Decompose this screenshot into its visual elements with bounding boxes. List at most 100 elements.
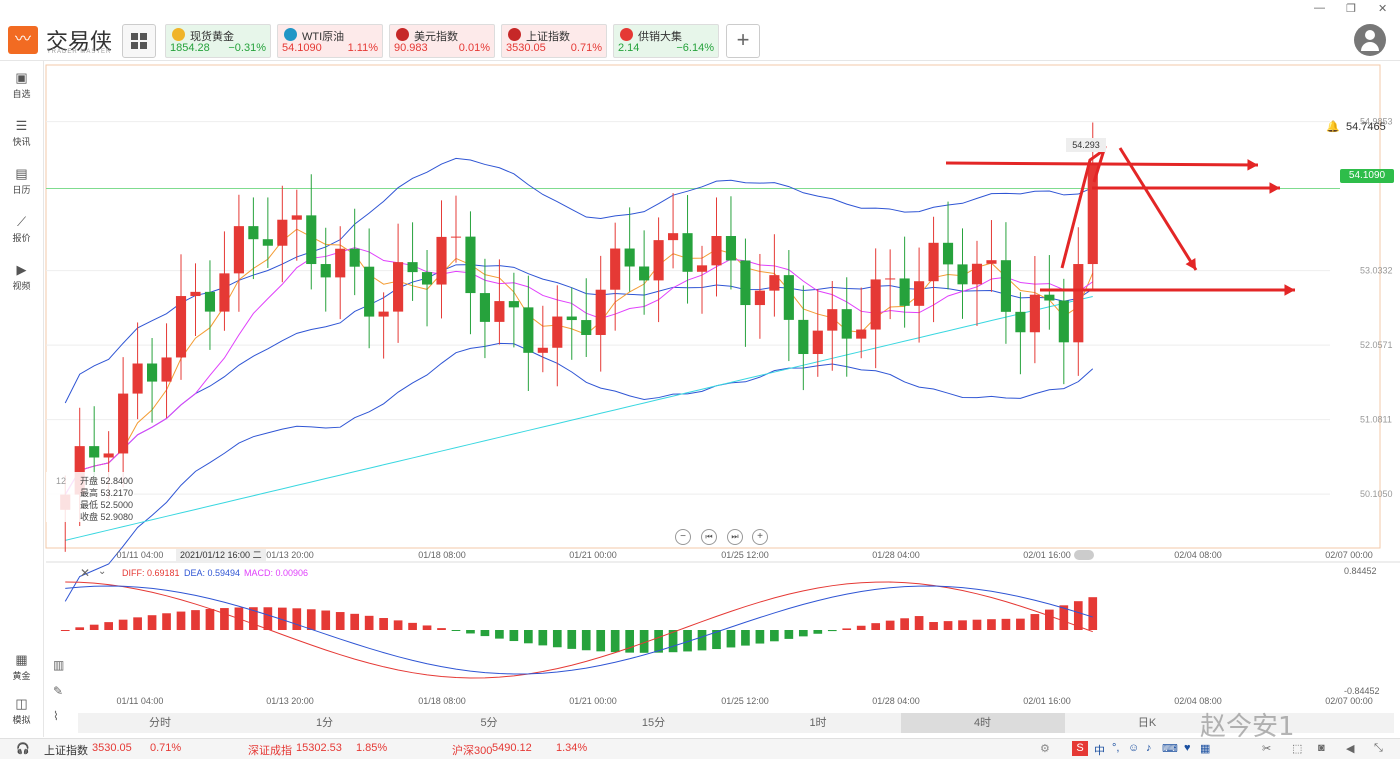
ticker-2[interactable]: 美元指数 90.983 0.01% [389, 24, 495, 58]
pen-tool-icon[interactable]: ✎ [53, 684, 64, 698]
macd-bar [147, 615, 157, 630]
macd-top-label: 0.84452 [1344, 566, 1377, 576]
user-avatar[interactable] [1354, 24, 1386, 56]
status-index-3-value: 5490.12 [492, 742, 532, 754]
ticker-name: WTI原油 [302, 31, 345, 43]
close-icon[interactable]: ✕ [1378, 3, 1388, 15]
ticker-change: 1.11% [347, 42, 378, 54]
candle-body [494, 301, 505, 322]
timeframe-tab[interactable]: 1分 [315, 717, 334, 729]
sidebar-bottom-item-0[interactable]: ▦ 黄金 [0, 649, 43, 689]
ticker-name: 美元指数 [414, 31, 458, 43]
ticker-3[interactable]: 上证指数 3530.05 0.71% [501, 24, 607, 58]
mute-icon[interactable]: ◀ [1346, 743, 1355, 755]
macd-bar [856, 625, 866, 630]
macd-diff: DIFF: 0.69181 [122, 568, 180, 578]
macd-dea: DEA: 0.59494 [184, 568, 241, 578]
macd-bar [987, 619, 996, 630]
bell-icon[interactable]: 🔔 [1326, 121, 1340, 133]
status-index-3-name[interactable]: 沪深300 [452, 745, 493, 757]
status-index-2-name[interactable]: 深证成指 [248, 745, 292, 757]
candle-body [479, 293, 490, 322]
price-axis-label: 53.0332 [1360, 266, 1393, 276]
camera-icon[interactable]: ◙ [1318, 742, 1325, 754]
sidebar-item-label: 快讯 [12, 137, 31, 147]
ime-mode[interactable]: 中 [1094, 745, 1105, 757]
sidebar-item-label: 报价 [12, 233, 31, 243]
crosshair-time: 2021/01/12 16:00 二 [176, 549, 266, 562]
symbol-dropdown-icon[interactable]: ▼ [153, 70, 163, 81]
macd-bar [885, 620, 895, 630]
timeframe-tab[interactable]: 5分 [480, 717, 498, 729]
prev-icon[interactable]: ⏮ [701, 529, 717, 545]
status-index-1-name[interactable]: 上证指数 [44, 745, 88, 757]
toolbox-icon[interactable]: ▦ [1200, 743, 1211, 755]
close-chart-icon[interactable]: ✕ [52, 70, 70, 88]
ticker-4[interactable]: 供销大集 2.14 −6.14% [613, 24, 719, 58]
screenshot-icon[interactable]: ⬚ [1292, 743, 1303, 755]
sidebar-item-4[interactable]: ▶ 视频 [0, 259, 43, 299]
candle-tool-icon[interactable]: ▥ [53, 658, 65, 672]
sidebar-item-3[interactable]: ⟋ 报价 [0, 211, 43, 251]
mic-icon[interactable]: ♪ [1146, 742, 1152, 754]
next-icon[interactable]: ⏭ [727, 529, 743, 545]
macd-bar [683, 630, 692, 652]
macd-time-axis-label: 01/28 04:00 [872, 696, 920, 706]
settings-icon[interactable]: ⚙ [1040, 743, 1050, 755]
timeframe-tab[interactable]: 4时 [900, 713, 1065, 733]
sidebar-item-1[interactable]: ☰ 快讯 [0, 115, 43, 155]
skin-icon[interactable]: ♥ [1184, 742, 1191, 754]
news-icon: ☰ [15, 118, 28, 133]
timeframe-tab[interactable]: 1时 [809, 717, 827, 729]
macd-bar [784, 630, 794, 639]
layout-grid-button[interactable] [122, 24, 156, 58]
macd-bar [929, 622, 938, 630]
collapse-macd-icon[interactable]: ⌄ [98, 566, 107, 577]
headset-icon[interactable]: 🎧 [16, 743, 30, 755]
macd-time-axis-label: 02/01 16:00 [1023, 696, 1071, 706]
candle-body [1087, 163, 1098, 265]
time-axis-label: 01/21 00:00 [569, 550, 617, 560]
timeframe-tab[interactable]: 日K [1137, 717, 1157, 729]
sidebar-bottom-item-1[interactable]: ◫ 模拟 [0, 693, 43, 733]
add-ticker-button[interactable]: + [726, 24, 760, 58]
zoom-out-icon[interactable]: − [675, 529, 691, 545]
emoji-icon[interactable]: ☺ [1128, 742, 1140, 754]
macd-bar [972, 619, 982, 630]
punctuation-icon[interactable]: °, [1112, 742, 1120, 754]
candle-body [914, 281, 925, 306]
sidebar-item-2[interactable]: ▤ 日历 [0, 163, 43, 203]
tools-icon[interactable]: ✂ [1262, 743, 1272, 755]
time-axis-label: 01/11 04:00 [117, 550, 164, 560]
indicator-tool-icon[interactable]: ⌇ [53, 709, 59, 723]
macd-bar [379, 618, 388, 630]
ma60-value: MA60:49.7313 [205, 115, 264, 125]
zoom-in-icon[interactable]: + [752, 529, 768, 545]
macd-bar [538, 630, 548, 646]
minimize-icon[interactable]: — [1314, 2, 1325, 14]
macd-bar [654, 630, 663, 653]
timeframe-tab[interactable]: 分时 [149, 717, 171, 729]
draw-tool-icon[interactable]: ⤢ [52, 94, 70, 112]
macd-bar [524, 630, 533, 644]
sidebar-item-0[interactable]: ▣ 自选 [0, 67, 43, 107]
macd-bar [726, 630, 736, 648]
ticker-1[interactable]: WTI原油 54.1090 1.11% [277, 24, 383, 58]
macd-bar [596, 630, 606, 652]
expand-icon[interactable]: ⤡ [1374, 742, 1383, 754]
candle-body [407, 262, 418, 273]
left-sidebar: ▣ 自选 ☰ 快讯 ▤ 日历 ⟋ 报价 ▶ 视频 ▦ 黄金 ◫ 模拟 [0, 61, 44, 737]
macd-bar [842, 628, 852, 630]
keyboard-icon[interactable]: ⌨ [1162, 743, 1178, 755]
macd-bar [495, 630, 504, 639]
close-macd-icon[interactable]: ✕ [80, 566, 91, 580]
scroll-handle[interactable] [1074, 550, 1094, 560]
candle-body [175, 296, 187, 358]
candle-body [219, 273, 230, 312]
ticker-0[interactable]: 现货黄金 1854.28 −0.31% [165, 24, 271, 58]
macd-bar [741, 630, 750, 646]
restore-icon[interactable]: ❐ [1346, 3, 1356, 15]
ime-logo-icon[interactable]: S [1072, 741, 1088, 756]
timeframe-tab[interactable]: 15分 [641, 717, 666, 729]
